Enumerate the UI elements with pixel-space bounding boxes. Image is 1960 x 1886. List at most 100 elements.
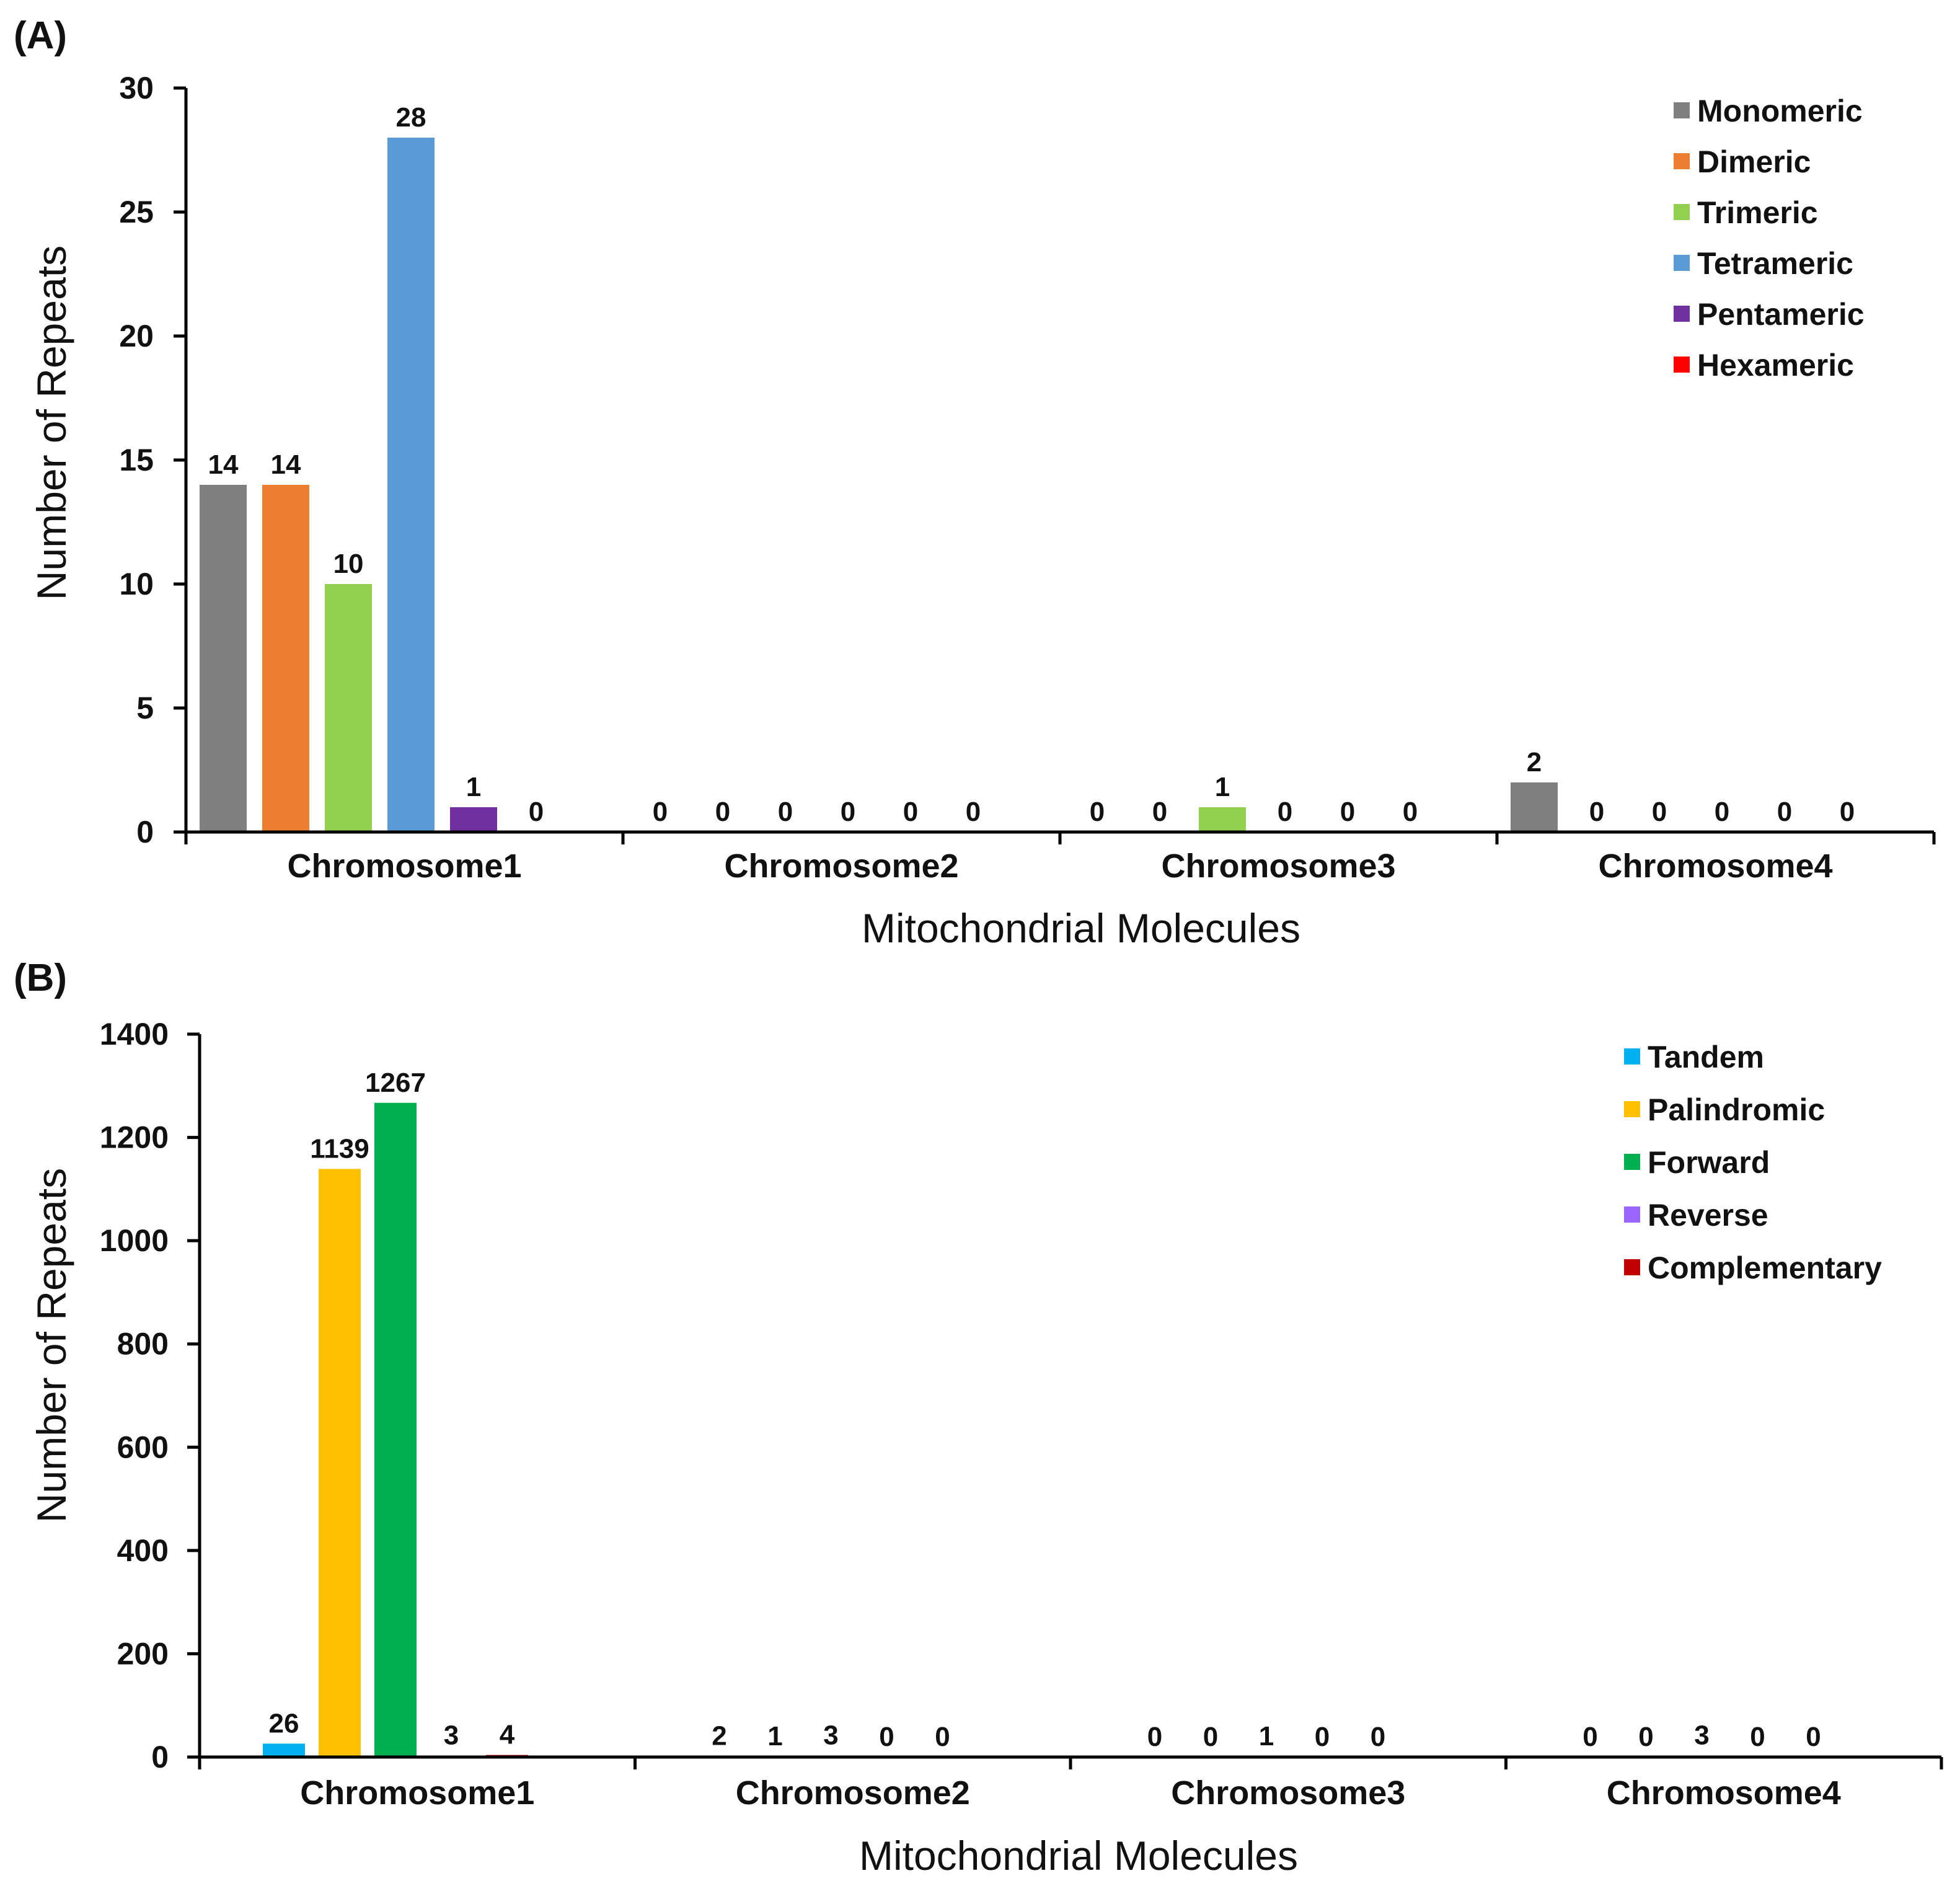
panel-a-data-label: 0 (966, 797, 981, 827)
panel-b-y-tick-label: 1400 (100, 1017, 169, 1051)
panel-a-data-label: 0 (778, 797, 793, 827)
panel-a-bar (387, 138, 435, 832)
panel-b-data-label: 1139 (310, 1133, 369, 1164)
panel-b-legend-label: Tandem (1648, 1040, 1764, 1074)
panel-a-data-label: 0 (1340, 797, 1355, 827)
panel-b-legend-swatch (1624, 1154, 1640, 1170)
panel-a-data-label: 0 (1715, 797, 1729, 827)
panel-a-data-label: 0 (1777, 797, 1792, 827)
panel-a-bar (1511, 782, 1558, 832)
panel-b-data-label: 0 (1750, 1722, 1765, 1752)
panel-b-y-tick-label: 1000 (100, 1223, 169, 1258)
panel-a-legend-swatch (1674, 306, 1690, 322)
panel-b-bar (319, 1169, 361, 1757)
panel-a-category-label: Chromosome4 (1598, 848, 1832, 885)
panel-a-y-tick-label: 5 (136, 691, 154, 725)
panel-a-bar (450, 807, 497, 832)
panel-a-category-label: Chromosome3 (1161, 848, 1395, 885)
panel-a-bar (262, 485, 309, 832)
panel-b-legend-label: Complementary (1648, 1251, 1882, 1285)
panel-b-data-label: 0 (1806, 1722, 1821, 1752)
panel-a-y-tick-label: 20 (119, 319, 154, 353)
panel-b-category-label: Chromosome2 (736, 1774, 970, 1812)
panel-a-y-tick-label: 25 (119, 195, 154, 229)
panel-a-y-tick-label: 15 (119, 443, 154, 477)
panel-b-y-tick-label: 1200 (100, 1120, 169, 1155)
panel-a-legend-label: Dimeric (1697, 144, 1811, 179)
panel-b-legend-swatch (1624, 1048, 1640, 1065)
panel-a-data-label: 1 (466, 772, 481, 802)
panel-a-bar (325, 584, 372, 832)
panel-a-y-tick-label: 10 (119, 567, 154, 601)
panel-b-legend-label: Reverse (1648, 1198, 1768, 1233)
panel-a-legend-swatch (1674, 153, 1690, 169)
panel-b-data-label: 3 (823, 1720, 838, 1751)
panel-a-data-label: 0 (1652, 797, 1667, 827)
panel-a-legend-label: Trimeric (1697, 195, 1818, 230)
panel-b-label: (B) (14, 957, 67, 999)
panel-a-data-label: 0 (1840, 797, 1855, 827)
panel-b-data-label: 1 (1259, 1721, 1274, 1751)
panel-b-x-axis-title: Mitochondrial Molecules (859, 1833, 1298, 1879)
panel-a-y-tick-label: 0 (136, 815, 154, 849)
panel-b-y-tick-label: 800 (117, 1327, 169, 1361)
panel-a-legend-swatch (1674, 356, 1690, 373)
panel-a-data-label: 0 (841, 797, 855, 827)
panel-a-bar (1199, 807, 1246, 832)
panel-a-bars (200, 138, 1558, 832)
panel-b-bar (263, 1743, 305, 1757)
panel-a-legend-label: Pentameric (1697, 297, 1865, 332)
panel-b-legend-label: Palindromic (1648, 1092, 1825, 1127)
panel-a-category-label: Chromosome2 (724, 848, 958, 885)
panel-b-data-label: 3 (1694, 1720, 1709, 1751)
panel-a-bar-chart: (A) Number of Repeats Mitochondrial Mole… (14, 14, 1936, 951)
panel-a-data-label: 0 (529, 797, 544, 827)
panel-a-legend-swatch (1674, 255, 1690, 271)
panel-a-category-labels: Chromosome1 Chromosome2 Chromosome3 Chromos… (287, 848, 1832, 885)
panel-b-y-tick-label: 600 (117, 1430, 169, 1464)
panel-b-legend-swatch (1624, 1259, 1640, 1275)
panel-b-data-label: 26 (269, 1708, 299, 1738)
panel-a-legend: Monomeric Dimeric Trimeric Tetrameric Pentam… (1674, 94, 1865, 383)
panel-b-data-label: 1267 (365, 1068, 426, 1098)
panel-b-data-label: 1 (767, 1721, 782, 1751)
panel-a-legend-label: Hexameric (1697, 348, 1854, 383)
panel-b-legend-swatch (1624, 1101, 1640, 1117)
panel-a-data-label: 0 (1589, 797, 1604, 827)
panel-b-bar-chart: (B) Number of Repeats Mitochondrial Mole… (14, 957, 1943, 1879)
panel-a-data-label: 0 (1152, 797, 1167, 827)
panel-b-data-label: 3 (444, 1720, 459, 1751)
panel-b-data-label: 2 (712, 1720, 726, 1751)
panel-a-data-label: 2 (1527, 747, 1542, 777)
panel-b-category-label: Chromosome1 (300, 1774, 534, 1812)
panel-a-x-ticks (184, 832, 1936, 844)
panel-a-category-label: Chromosome1 (287, 848, 521, 885)
panel-b-category-labels: Chromosome1 Chromosome2 Chromosome3 Chromos… (300, 1774, 1841, 1812)
panel-b-bar (374, 1102, 417, 1757)
panel-b-data-label: 0 (1371, 1722, 1385, 1752)
panel-b-legend-swatch (1624, 1206, 1640, 1223)
panel-a-label: (A) (14, 14, 67, 57)
panel-b-data-label: 0 (935, 1722, 950, 1752)
panel-b-data-labels: 26 1139 1267 3 4 2 1 3 0 0 0 0 1 0 0 0 0 3 0 0 (269, 1068, 1821, 1752)
panel-a-x-axis-title: Mitochondrial Molecules (862, 905, 1300, 951)
panel-b-legend: Tandem Palindromic Forward Reverse Complemen… (1624, 1040, 1882, 1285)
panel-b-data-label: 0 (1583, 1722, 1597, 1752)
panel-a-y-ticks: 0 5 10 15 20 25 30 (119, 71, 186, 849)
panel-b-data-label: 0 (1203, 1722, 1218, 1752)
panel-b-data-label: 0 (879, 1722, 894, 1752)
panel-b-y-tick-label: 200 (117, 1636, 169, 1671)
panel-b-data-label: 4 (500, 1720, 515, 1750)
panel-b-y-tick-label: 400 (117, 1533, 169, 1568)
panel-b-category-label: Chromosome4 (1607, 1774, 1841, 1812)
panel-a-data-label: 0 (1090, 797, 1105, 827)
panel-b-data-label: 0 (1315, 1722, 1330, 1752)
panel-b-y-tick-label: 0 (151, 1740, 169, 1774)
panel-a-data-label: 0 (1278, 797, 1292, 827)
panel-b-y-ticks: 0 200 400 600 800 1000 1200 1400 (100, 1017, 200, 1774)
panel-b-x-ticks (198, 1757, 1943, 1769)
panel-a-data-label: 28 (396, 102, 426, 133)
panel-a-data-label: 14 (271, 449, 301, 480)
